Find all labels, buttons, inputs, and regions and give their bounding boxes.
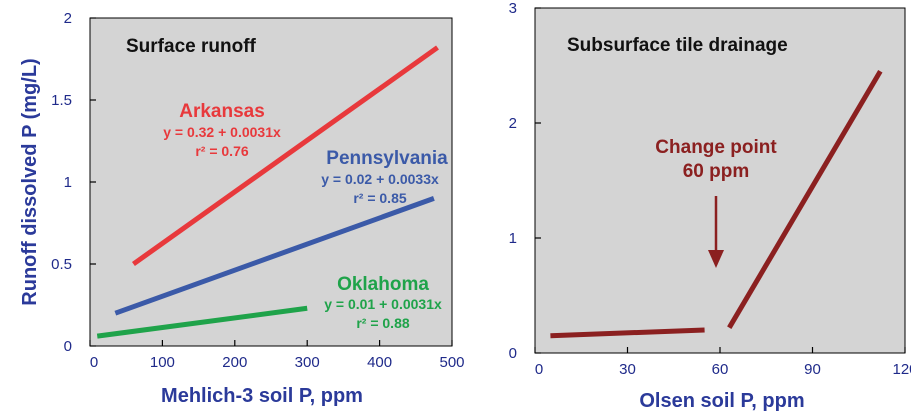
right-x-tick-label: 30 [619,361,636,378]
equation-pennsylvania: y = 0.02 + 0.0033x [321,171,439,187]
right-y-tick-label: 3 [509,0,517,17]
series-label-arkansas: Arkansas [179,101,265,122]
line-pennsylvania [114,196,435,316]
line-drainage-segment-1 [550,327,705,339]
chart-title-left: Surface runoff [126,36,257,57]
right-x-tick-label: 0 [535,361,543,378]
chart-title-right: Subsurface tile drainage [567,35,788,56]
left-x-tick-label: 400 [367,354,392,371]
right-x-tick-label: 120 [892,361,911,378]
right-x-tick-label: 60 [712,361,729,378]
left-y-tick-label: 0.5 [51,256,72,273]
change-point-arrow [708,196,724,268]
line-drainage-segment-2 [727,69,883,329]
left-x-tick-label: 0 [90,354,98,371]
line-oklahoma [96,305,308,339]
annotation-change-value: 60 ppm [683,161,750,182]
r2-arkansas: r² = 0.76 [195,143,249,159]
r2-pennsylvania: r² = 0.85 [353,190,407,206]
surface-runoff-chart: 0 0.5 1 1.5 2 0 100 200 300 400 500 Surface runof… [19,10,465,407]
equation-oklahoma: y = 0.01 + 0.0031x [324,296,442,312]
right-y-tick-label: 2 [509,115,517,132]
left-y-tick-label: 1 [64,174,72,191]
r2-oklahoma: r² = 0.88 [356,315,410,331]
right-y-tick-label: 0 [509,345,517,362]
annotation-change-point: Change point [655,137,777,158]
plot-area-left [89,17,453,347]
subsurface-drainage-chart: 0 1 2 3 0 30 60 90 120 Subsurface tile drainage… [509,0,911,412]
x-axis-label-left: Mehlich-3 soil P, ppm [161,385,363,407]
series-label-pennsylvania: Pennsylvania [326,148,448,169]
equation-arkansas: y = 0.32 + 0.0031x [163,124,281,140]
right-y-tick-label: 1 [509,230,517,247]
left-y-tick-label: 2 [64,10,72,27]
left-x-tick-label: 300 [295,354,320,371]
x-axis-label-right: Olsen soil P, ppm [639,390,804,412]
right-x-tick-label: 90 [804,361,821,378]
y-axis-label-left: Runoff dissolved P (mg/L) [19,58,41,305]
series-label-oklahoma: Oklahoma [337,274,429,295]
left-y-tick-label: 1.5 [51,92,72,109]
left-x-tick-label: 200 [222,354,247,371]
left-x-tick-label: 100 [150,354,175,371]
left-x-tick-label: 500 [439,354,464,371]
line-arkansas [131,45,439,267]
left-y-tick-label: 0 [64,338,72,355]
plot-area-right [534,7,906,354]
